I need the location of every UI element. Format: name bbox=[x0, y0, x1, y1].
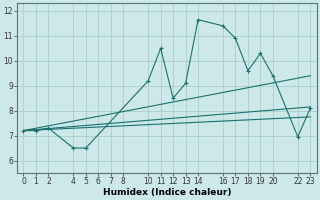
X-axis label: Humidex (Indice chaleur): Humidex (Indice chaleur) bbox=[103, 188, 231, 197]
